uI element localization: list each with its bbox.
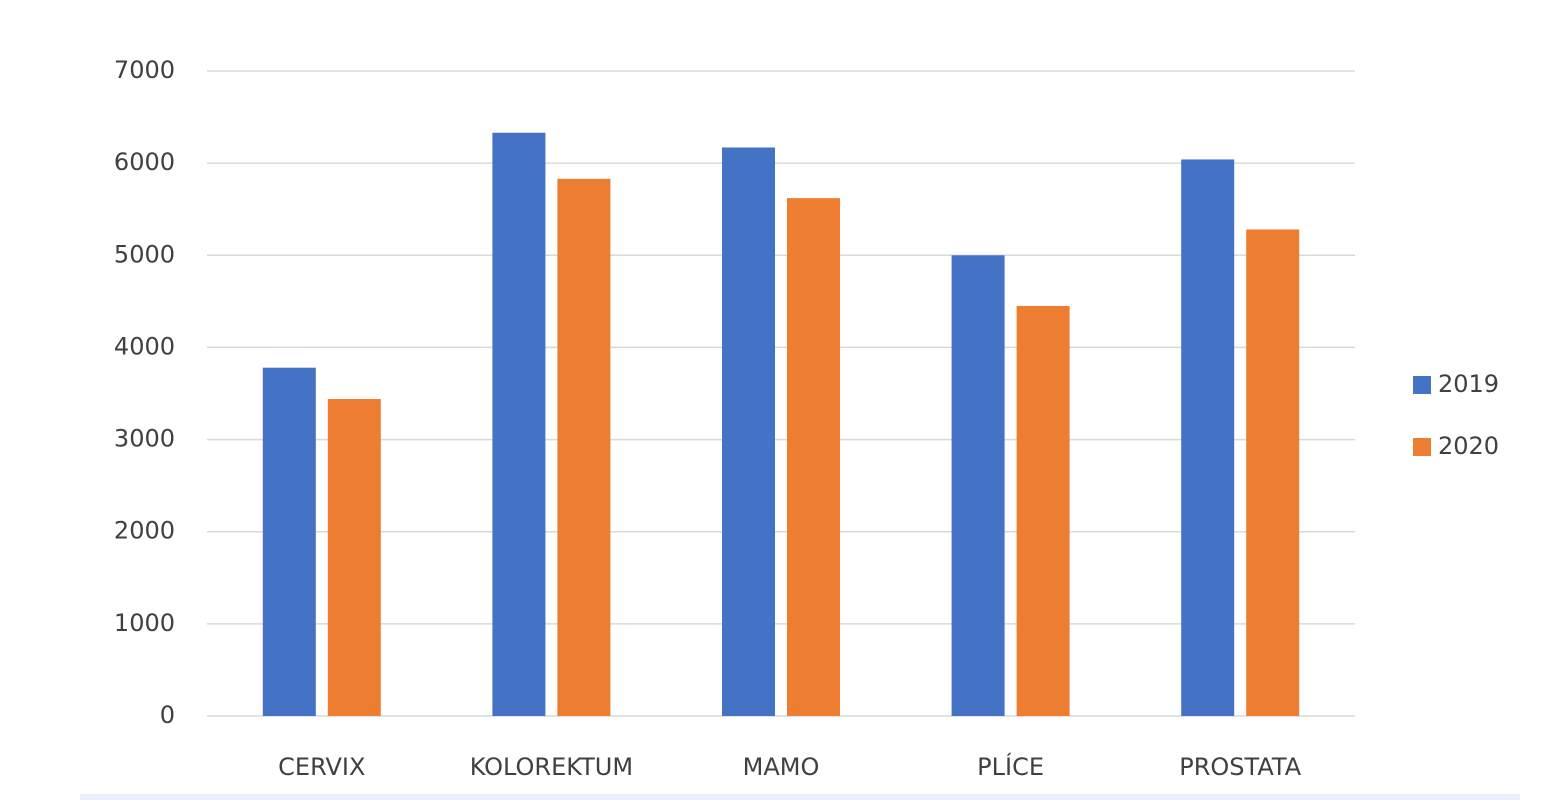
x-tick-label: MAMO [743, 753, 820, 781]
bar [492, 132, 546, 716]
x-tick-label: KOLOREKTUM [470, 753, 633, 781]
x-tick-label: CERVIX [278, 753, 365, 781]
bar [557, 178, 611, 717]
bar [1016, 305, 1070, 716]
y-tick-label: 5000 [114, 240, 175, 268]
bar [262, 367, 316, 716]
x-tick-label: PLÍCE [977, 752, 1044, 781]
y-tick-label: 4000 [114, 332, 175, 360]
y-tick-label: 2000 [114, 517, 175, 545]
legend-swatch [1413, 438, 1431, 456]
x-tick-label: PROSTATA [1179, 753, 1301, 781]
y-tick-label: 1000 [114, 609, 175, 637]
legend-label: 2019 [1438, 370, 1499, 398]
bar [1246, 229, 1300, 716]
bar [951, 255, 1005, 717]
y-tick-label: 3000 [114, 425, 175, 453]
legend-swatch [1413, 376, 1431, 394]
bar [722, 147, 775, 716]
bar [787, 198, 840, 716]
bar [327, 399, 381, 716]
bottom-strip [80, 794, 1520, 800]
y-tick-label: 6000 [114, 148, 175, 176]
y-tick-label: 7000 [114, 56, 175, 84]
bar [1181, 159, 1235, 716]
legend-label: 2020 [1438, 432, 1499, 460]
y-tick-label: 0 [160, 701, 175, 729]
